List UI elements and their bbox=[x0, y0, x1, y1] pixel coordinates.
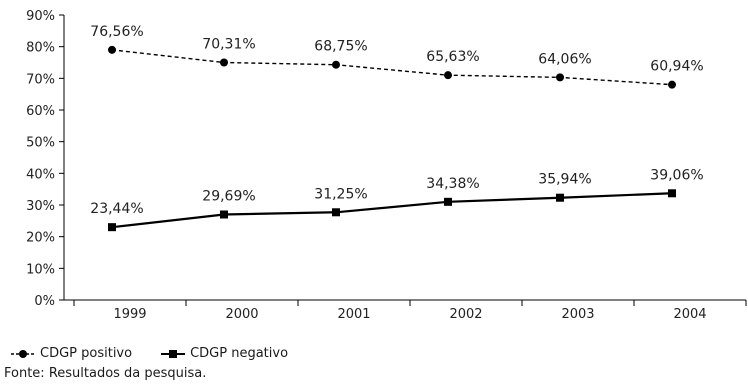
data-point-square bbox=[444, 197, 452, 206]
data-label: 34,38% bbox=[426, 176, 479, 192]
legend: CDGP positivo CDGP negativo bbox=[10, 346, 316, 361]
y-tick-label: 20% bbox=[26, 231, 55, 246]
data-label: 70,31% bbox=[202, 37, 255, 53]
legend-label-negativo: CDGP negativo bbox=[190, 346, 289, 361]
x-tick-label: 2004 bbox=[673, 307, 706, 322]
data-point-square bbox=[332, 208, 340, 217]
data-label: 39,06% bbox=[650, 167, 703, 183]
series-line-1 bbox=[111, 192, 673, 229]
data-label: 65,63% bbox=[426, 49, 479, 65]
data-point-square bbox=[108, 223, 116, 232]
x-tick-label: 2000 bbox=[225, 307, 258, 322]
data-point-circle bbox=[108, 45, 116, 54]
x-tick-label: 2001 bbox=[337, 307, 370, 322]
data-point-square bbox=[220, 210, 228, 219]
line-chart: 0% 10% 20% 30% 40% 50% 60% 70% 80% 90% 1999 2000 200… bbox=[26, 9, 747, 322]
data-point-circle bbox=[668, 80, 676, 89]
y-tick-label: 70% bbox=[26, 72, 55, 87]
x-tick-label: 1999 bbox=[113, 307, 146, 322]
x-tick-label: 2003 bbox=[561, 307, 594, 322]
y-tick-label: 80% bbox=[26, 41, 55, 56]
y-tick-label: 10% bbox=[26, 262, 55, 277]
data-label: 35,94% bbox=[538, 172, 591, 188]
x-tick-label: 2002 bbox=[449, 307, 482, 322]
source-note: Fonte: Resultados da pesquisa. bbox=[4, 366, 207, 381]
y-tick-label: 50% bbox=[26, 136, 55, 151]
data-point-circle bbox=[556, 73, 564, 82]
data-point-circle bbox=[220, 58, 228, 67]
legend-marker-circle-icon bbox=[11, 349, 35, 358]
data-label: 68,75% bbox=[314, 39, 367, 55]
data-point-circle bbox=[332, 60, 340, 69]
y-tick-label: 60% bbox=[26, 104, 55, 119]
y-tick-label: 40% bbox=[26, 167, 55, 182]
data-label: 76,56% bbox=[90, 24, 143, 40]
legend-item-positivo: CDGP positivo bbox=[10, 346, 132, 361]
data-label: 23,44% bbox=[90, 201, 143, 217]
data-label: 60,94% bbox=[650, 59, 703, 75]
y-tick-label: 30% bbox=[26, 199, 55, 214]
y-tick-label: 90% bbox=[26, 9, 55, 24]
data-label: 29,69% bbox=[202, 189, 255, 205]
legend-item-negativo: CDGP negativo bbox=[160, 346, 288, 361]
data-point-square bbox=[668, 189, 676, 198]
data-point-square bbox=[556, 193, 564, 202]
y-tick-label: 0% bbox=[34, 294, 55, 309]
series-line-0 bbox=[111, 49, 673, 86]
data-label: 31,25% bbox=[314, 186, 367, 202]
legend-marker-square-icon bbox=[161, 349, 186, 358]
data-label: 64,06% bbox=[538, 51, 591, 67]
legend-label-positivo: CDGP positivo bbox=[40, 346, 133, 361]
data-point-circle bbox=[444, 71, 452, 80]
